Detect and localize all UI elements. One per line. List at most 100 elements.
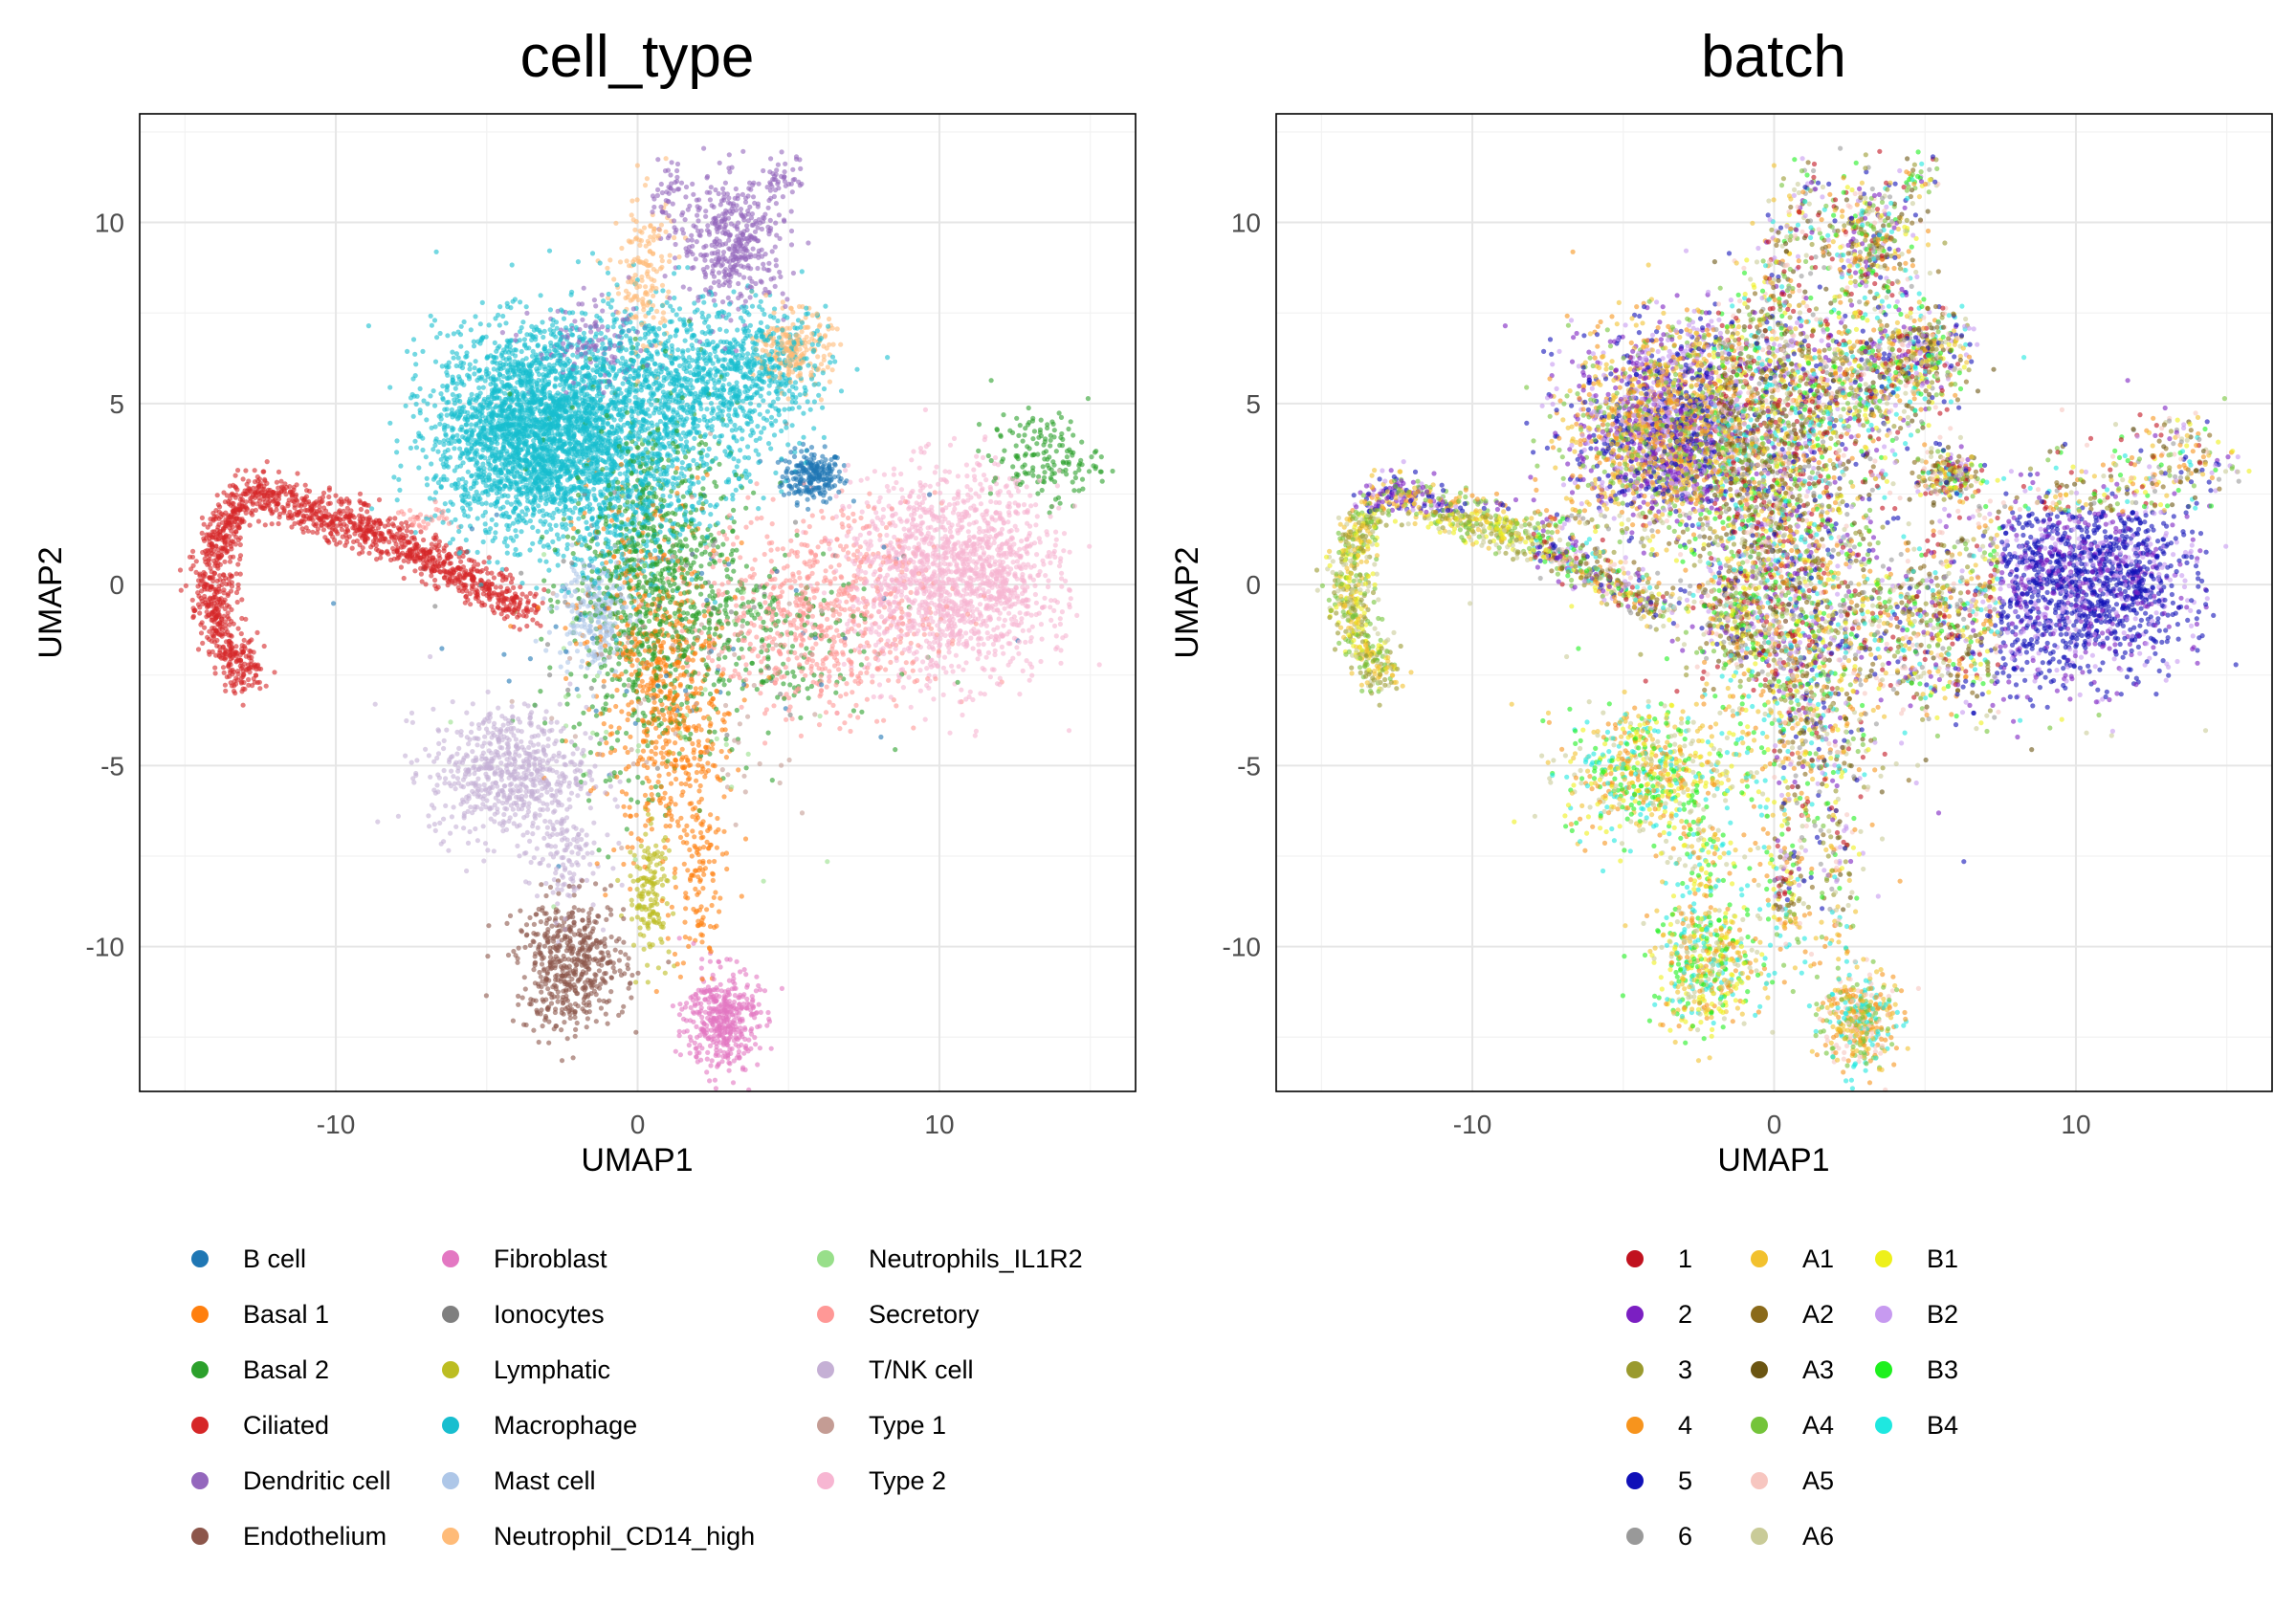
scatter-point (645, 532, 651, 538)
scatter-point (333, 493, 339, 498)
scatter-point (575, 850, 581, 857)
scatter-point (639, 678, 645, 684)
scatter-point (605, 1021, 610, 1026)
scatter-point (840, 512, 846, 518)
scatter-point (785, 396, 791, 402)
scatter-point (548, 526, 554, 532)
scatter-point (996, 616, 1002, 622)
scatter-point (784, 716, 789, 722)
scatter-point (806, 506, 811, 512)
scatter-point (785, 656, 791, 663)
scatter-point (857, 532, 864, 538)
scatter-point (725, 691, 731, 696)
scatter-point (734, 535, 740, 540)
scatter-point (375, 819, 381, 825)
scatter-point (742, 836, 749, 842)
scatter-point (788, 305, 794, 312)
scatter-point (458, 559, 464, 564)
scatter-point (693, 886, 698, 892)
scatter-point (647, 241, 652, 247)
scatter-point (752, 557, 758, 562)
scatter-point (554, 605, 560, 611)
scatter-point (617, 968, 623, 974)
scatter-point (1027, 493, 1033, 498)
scatter-point (574, 746, 581, 752)
scatter-point (1005, 519, 1011, 525)
scatter-point (781, 681, 786, 687)
scatter-point (584, 525, 590, 532)
scatter-point (702, 774, 708, 780)
scatter-point (553, 915, 559, 921)
scatter-point (908, 605, 914, 611)
scatter-point (630, 942, 637, 948)
scatter-point (276, 520, 281, 527)
scatter-point (981, 586, 986, 593)
scatter-point (828, 564, 834, 570)
scatter-point (885, 355, 891, 361)
scatter-point (894, 479, 899, 486)
scatter-point (687, 936, 693, 941)
scatter-point (696, 788, 702, 794)
scatter-point (450, 537, 455, 542)
scatter-point (644, 543, 650, 549)
scatter-point (832, 603, 838, 609)
scatter-point (1017, 423, 1023, 429)
scatter-point (387, 420, 393, 426)
scatter-point (688, 1004, 694, 1010)
scatter-point (759, 659, 764, 665)
scatter-point (408, 710, 415, 716)
scatter-point (772, 244, 778, 250)
scatter-point (1064, 454, 1070, 460)
scatter-point (1071, 488, 1077, 494)
scatter-point (691, 457, 696, 463)
scatter-point (864, 500, 870, 506)
scatter-point (1059, 609, 1065, 615)
scatter-point (1003, 484, 1008, 490)
scatter-point (444, 516, 450, 521)
scatter-point (898, 471, 904, 477)
scatter-point (420, 348, 426, 354)
scatter-point (572, 1033, 578, 1039)
scatter-point (718, 495, 724, 501)
scatter-point (600, 927, 607, 933)
scatter-point (601, 298, 607, 304)
scatter-point (632, 273, 638, 278)
scatter-point (659, 189, 666, 196)
scatter-point (559, 1027, 564, 1033)
scatter-point (617, 471, 623, 476)
scatter-point (719, 552, 725, 558)
scatter-point (519, 348, 524, 355)
scatter-point (423, 454, 429, 460)
scatter-point (917, 668, 923, 673)
scatter-point (1056, 505, 1062, 511)
scatter-point (888, 659, 894, 666)
scatter-point (701, 608, 707, 614)
scatter-point (240, 702, 246, 708)
scatter-point (721, 794, 727, 800)
scatter-point (432, 424, 438, 429)
scatter-point (625, 716, 630, 723)
scatter-point (658, 854, 664, 860)
scatter-point (1039, 636, 1045, 642)
scatter-point (1066, 728, 1072, 734)
scatter-point (547, 665, 553, 671)
scatter-point (539, 989, 544, 995)
scatter-point (587, 556, 593, 561)
scatter-point (794, 528, 800, 534)
scatter-point (910, 660, 916, 666)
scatter-point (843, 468, 849, 473)
scatter-point (586, 798, 592, 804)
scatter-point (762, 600, 768, 605)
scatter-point (891, 485, 896, 491)
scatter-point (583, 731, 588, 737)
scatter-point (921, 631, 927, 637)
scatter-point (1032, 591, 1038, 598)
scatter-point (543, 529, 550, 535)
scatter-point (853, 702, 859, 709)
scatter-point (555, 901, 561, 907)
scatter-point (1046, 578, 1051, 583)
scatter-point (907, 504, 913, 510)
scatter-point (632, 336, 638, 341)
scatter-point (591, 840, 597, 846)
scatter-point (436, 775, 442, 781)
